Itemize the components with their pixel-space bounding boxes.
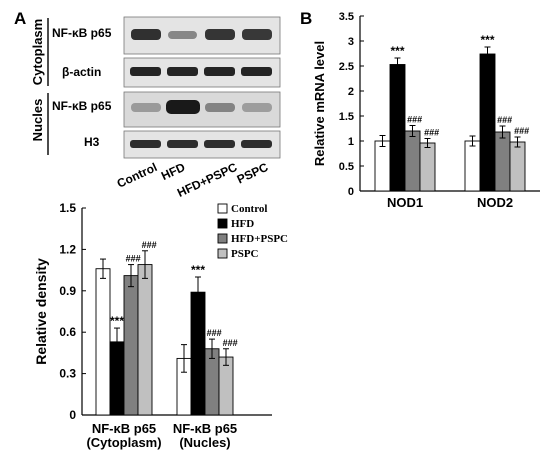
x-category-label: (Cytoplasm) xyxy=(86,435,161,450)
blot-lane-label: PSPC xyxy=(235,160,271,187)
bar xyxy=(190,291,206,416)
blot-image-nucles-h3 xyxy=(123,130,281,159)
blot-band xyxy=(130,67,161,76)
significance-label: *** xyxy=(110,314,124,328)
blot-image-cytoplasm-p65 xyxy=(123,16,281,55)
blot-band xyxy=(205,29,235,40)
blot-row-label: β-actin xyxy=(62,65,101,79)
blot-group-label-nucles: Nucles xyxy=(30,99,45,142)
blot-band xyxy=(242,103,272,112)
legend-swatch xyxy=(217,203,228,214)
x-category-label: NOD1 xyxy=(387,195,423,210)
blot-band xyxy=(130,140,161,148)
bar xyxy=(374,140,391,192)
bar xyxy=(404,130,421,192)
x-category-label: NF-κB p65 xyxy=(92,421,156,436)
blot-lane-label: HFD+PSPC xyxy=(175,160,240,200)
blot-lane-label: Control xyxy=(115,160,160,191)
legend-swatch xyxy=(217,218,228,229)
y-tick-label: 1.5 xyxy=(339,111,354,123)
bar xyxy=(509,141,526,192)
blot-band xyxy=(167,67,198,76)
legend-label: PSPC xyxy=(231,248,259,260)
blot-image-nucles-p65 xyxy=(123,91,281,128)
panel-label-b: B xyxy=(300,9,312,28)
y-tick-label: 1.2 xyxy=(59,242,76,256)
blot-band xyxy=(204,140,235,148)
significance-label: ### xyxy=(141,240,156,250)
legend-label: Control xyxy=(231,203,267,215)
y-tick-label: 0.6 xyxy=(59,325,76,339)
bar xyxy=(389,64,406,192)
y-tick-label: 3 xyxy=(348,36,354,48)
x-category-label: (Nucles) xyxy=(179,435,230,450)
significance-label: ### xyxy=(407,115,422,125)
bar xyxy=(419,142,436,192)
legend-label: HFD+PSPC xyxy=(231,233,288,245)
blot-band xyxy=(241,140,272,148)
bar xyxy=(123,275,139,416)
y-tick-label: 0 xyxy=(69,408,76,422)
blot-row-label: NF-κB p65 xyxy=(52,99,112,113)
mrna-bar-chart: 0 0.5 1 1.5 2 2.5 3 3.5 Relative mRNA level *** ##… xyxy=(312,11,540,210)
blot-band xyxy=(168,31,197,39)
bar xyxy=(479,53,496,192)
blot-lane-label: HFD xyxy=(159,160,188,183)
significance-label: ### xyxy=(497,115,512,125)
significance-label: ### xyxy=(424,128,439,138)
significance-label: ### xyxy=(514,126,529,136)
significance-label: ### xyxy=(206,328,221,338)
significance-label: ### xyxy=(222,338,237,348)
legend-swatch xyxy=(217,248,228,259)
blot-band xyxy=(241,67,272,76)
significance-label: ### xyxy=(125,254,140,264)
y-tick-label: 0.3 xyxy=(59,367,76,381)
blot-band xyxy=(131,103,161,112)
significance-label: *** xyxy=(191,263,205,277)
y-tick-label: 0 xyxy=(348,186,354,198)
y-tick-label: 3.5 xyxy=(339,11,354,23)
y-axis-label: Relative density xyxy=(33,258,49,365)
blot-band xyxy=(204,67,235,76)
x-category-label: NOD2 xyxy=(477,195,513,210)
significance-label: *** xyxy=(480,33,494,47)
bar xyxy=(137,264,153,416)
legend-swatch xyxy=(217,233,228,244)
blot-band xyxy=(166,100,200,114)
y-tick-label: 1.5 xyxy=(59,201,76,215)
y-tick-label: 1 xyxy=(348,136,354,148)
bar xyxy=(464,140,481,192)
blot-image-cytoplasm-actin xyxy=(123,57,281,88)
x-category-label: NF-κB p65 xyxy=(173,421,237,436)
blot-band xyxy=(242,29,272,40)
blot-group-label-cytoplasm: Cytoplasm xyxy=(30,19,45,85)
panel-label-a: A xyxy=(14,9,26,28)
blot-band xyxy=(205,103,235,112)
bar xyxy=(494,131,511,192)
bar xyxy=(95,268,111,416)
blot-band xyxy=(167,140,198,148)
y-tick-label: 2.5 xyxy=(339,61,354,73)
y-tick-label: 2 xyxy=(348,86,354,98)
legend-label: HFD xyxy=(231,218,254,230)
significance-label: *** xyxy=(390,44,404,58)
y-tick-label: 0.9 xyxy=(59,284,76,298)
y-axis-label: Relative mRNA level xyxy=(312,41,327,166)
blot-row-label: NF-κB p65 xyxy=(52,26,112,40)
blot-row-label: H3 xyxy=(84,135,100,149)
y-tick-label: 0.5 xyxy=(339,161,354,173)
blot-band xyxy=(131,29,161,40)
